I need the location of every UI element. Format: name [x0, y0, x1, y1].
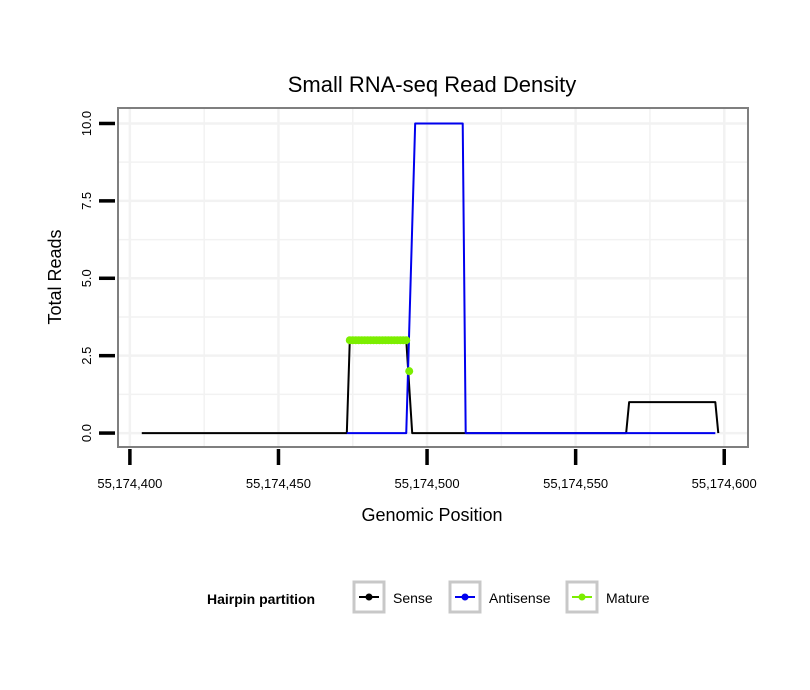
y-tick-label: 10.0 [79, 111, 94, 136]
grid [118, 108, 748, 447]
legend: Hairpin partition Sense Antisense Mature [207, 580, 650, 614]
legend-label-antisense: Antisense [489, 590, 551, 606]
chart-title: Small RNA-seq Read Density [288, 72, 577, 97]
legend-label-mature: Mature [606, 590, 650, 606]
y-axis-label: Total Reads [45, 229, 65, 324]
y-tick-label: 5.0 [79, 269, 94, 287]
legend-label-sense: Sense [393, 590, 433, 606]
legend-dot-mature [578, 593, 586, 601]
legend-dot-sense [365, 593, 373, 601]
x-tick-label: 55,174,400 [97, 476, 162, 491]
series-point-mature [402, 336, 411, 345]
legend-item-antisense: Antisense [448, 580, 551, 614]
x-tick-label: 55,174,550 [543, 476, 608, 491]
x-tick-label: 55,174,600 [692, 476, 757, 491]
series-line-antisense [346, 122, 716, 435]
x-tick-label: 55,174,500 [395, 476, 460, 491]
legend-title: Hairpin partition [207, 591, 315, 607]
series-line-sense [141, 339, 720, 435]
x-tick-label: 55,174,450 [246, 476, 311, 491]
axes: 55,174,400 55,174,450 55,174,500 55,174,550… [79, 111, 757, 491]
legend-item-mature: Mature [565, 580, 650, 614]
y-tick-label: 2.5 [79, 347, 94, 365]
x-axis-label: Genomic Position [361, 505, 502, 525]
y-tick-label: 7.5 [79, 192, 94, 210]
series-layer [141, 122, 720, 435]
legend-dot-antisense [461, 593, 469, 601]
legend-item-sense: Sense [352, 580, 433, 614]
plot-panel [117, 107, 749, 448]
y-tick-label: 0.0 [79, 424, 94, 442]
series-point-mature [405, 367, 414, 376]
